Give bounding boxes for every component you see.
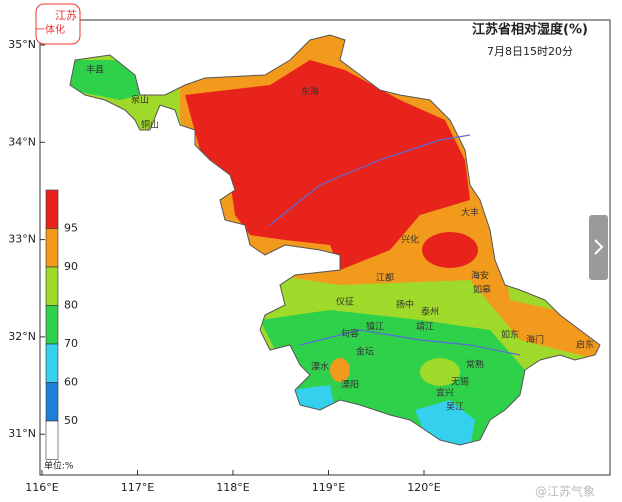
place-name: 丰县	[86, 64, 104, 76]
zone-95	[185, 60, 470, 270]
lat-label: 34°N	[8, 135, 36, 148]
place-name: 泉山	[131, 94, 149, 106]
lon-label: 119°E	[312, 481, 345, 494]
zone-90-95	[330, 358, 350, 382]
legend-label: 95	[64, 222, 78, 235]
legend-label: 60	[64, 376, 78, 389]
logo-text: 江苏	[55, 9, 77, 22]
legend-swatch	[45, 228, 59, 268]
legend-unit: 单位:%	[44, 460, 74, 472]
zone-95	[422, 232, 478, 268]
place-name: 吴江	[446, 402, 464, 413]
lon-label: 120°E	[407, 481, 440, 494]
legend-swatch	[45, 343, 59, 383]
next-button[interactable]	[589, 215, 608, 280]
place-name: 句容	[341, 328, 359, 340]
zone-70-80	[70, 60, 140, 100]
legend-label: 70	[64, 337, 78, 350]
axes: 35°N 34°N 33°N 32°N 31°N 116°E 117°E 118°E 119°E…	[8, 38, 441, 494]
place-name: 扬中	[396, 299, 414, 311]
zone-60-70	[290, 385, 335, 410]
river	[299, 329, 521, 356]
legend-swatch	[45, 189, 59, 229]
place-name: 金坛	[356, 346, 374, 358]
map-title: 江苏省相对湿度(%)	[472, 22, 588, 38]
legend-swatch	[45, 266, 59, 306]
next-arrow	[594, 239, 604, 255]
legend-swatch	[45, 382, 59, 422]
legend-label: 50	[64, 414, 78, 427]
place-name: 海门	[526, 334, 544, 346]
place-name: 宜兴	[436, 387, 454, 399]
logo: 江苏 一体化	[35, 3, 81, 45]
watermark: @江苏气象	[535, 484, 595, 499]
place-name: 泰州	[421, 306, 439, 318]
place-name: 江都	[376, 273, 394, 284]
legend-swatch	[45, 305, 59, 345]
lon-label: 117°E	[121, 481, 154, 494]
lat-label: 35°N	[8, 38, 36, 51]
lon-label: 116°E	[25, 481, 58, 494]
place-name: 镇江	[366, 321, 384, 333]
lat-label: 33°N	[8, 233, 36, 246]
place-name: 如皋	[473, 284, 491, 296]
river	[269, 134, 471, 226]
place-name: 仪征	[336, 297, 354, 308]
place-name: 如东	[501, 329, 519, 341]
legend-label: 90	[64, 260, 78, 273]
place-name: 铜山	[141, 119, 159, 131]
logo-box	[35, 3, 81, 45]
place-name: 海安	[471, 270, 489, 282]
legend-label: 80	[64, 299, 78, 312]
place-name: 靖江	[416, 321, 434, 333]
map-subtitle: 7月8日15时20分	[487, 45, 573, 58]
place-name: 启东	[576, 339, 594, 351]
place-name: 溧水	[311, 361, 329, 373]
legend: 95 90 80 70 60 50 单位:%	[44, 189, 78, 472]
lat-label: 31°N	[8, 427, 36, 440]
place-name: 兴化	[401, 234, 419, 246]
place-name: 大丰	[461, 207, 479, 219]
place-name: 东海	[301, 86, 319, 98]
lon-label: 118°E	[216, 481, 249, 494]
logo-text: 一体化	[35, 23, 65, 36]
place-name: 无锡	[451, 377, 469, 388]
lat-label: 32°N	[8, 330, 36, 343]
place-name: 常熟	[466, 359, 484, 371]
zone-80-90	[420, 358, 460, 386]
place-name: 溧阳	[341, 380, 359, 391]
legend-swatch	[45, 420, 59, 460]
